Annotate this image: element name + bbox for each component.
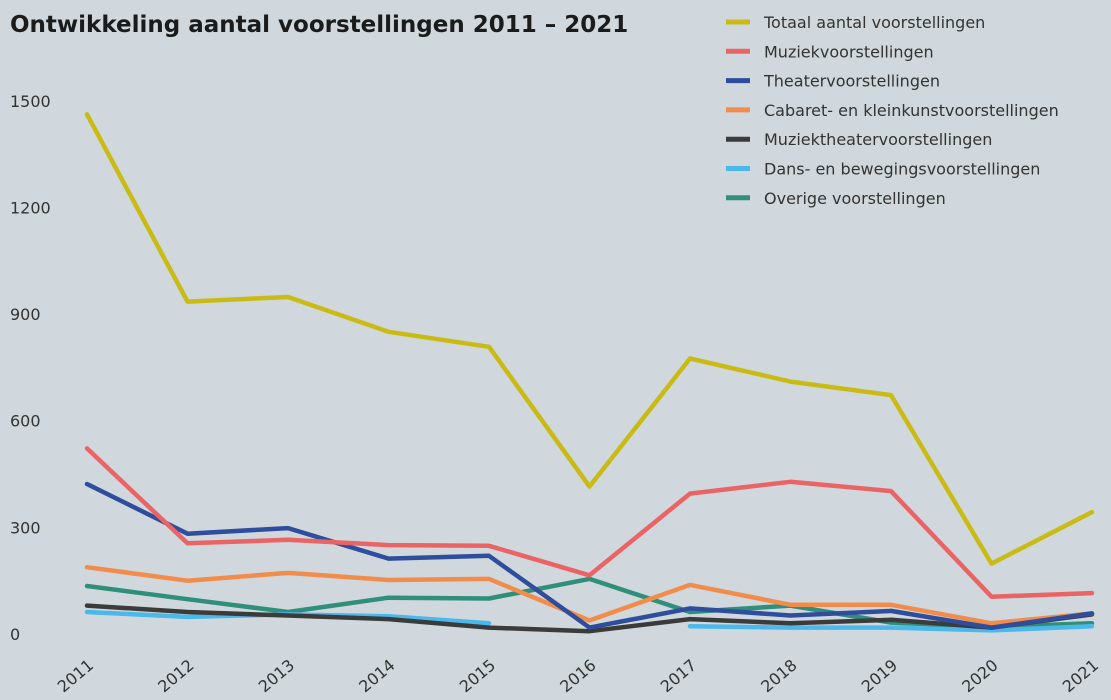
x-tick-label: 2013	[255, 655, 298, 696]
x-tick-label: 2021	[1059, 655, 1102, 696]
x-tick-label: 2020	[958, 655, 1001, 696]
series-3-line	[84, 481, 1095, 630]
x-tick-label: 2015	[456, 655, 499, 696]
chart-title: Ontwikkeling aantal voorstellingen 2011 …	[10, 12, 628, 38]
y-tick-label: 600	[10, 412, 41, 431]
series-4-line	[84, 564, 1095, 626]
legend-label: Overige voorstellingen	[764, 189, 946, 208]
legend-label: Muziekvoorstellingen	[764, 42, 934, 61]
series-line-segment	[84, 603, 1095, 634]
y-tick-label: 300	[10, 518, 41, 537]
y-tick-label: 1500	[10, 92, 51, 111]
x-tick-label: 2017	[657, 655, 700, 696]
legend-label: Cabaret- en kleinkunstvoorstellingen	[764, 101, 1059, 120]
x-tick-label: 2012	[154, 655, 197, 696]
x-tick-label: 2011	[54, 655, 97, 696]
legend-label: Totaal aantal voorstellingen	[763, 13, 985, 32]
x-tick-label: 2018	[757, 655, 800, 696]
y-tick-label: 900	[10, 305, 41, 324]
legend-label: Theatervoorstellingen	[763, 72, 940, 91]
series-line-segment	[84, 481, 1095, 630]
legend-label: Dans- en bewegingsvoorstellingen	[764, 160, 1040, 179]
x-axis-ticks: 2011 2012 2013 2014 2015 2016 2017 2018 2019 2020…	[54, 655, 1102, 696]
x-tick-label: 2019	[858, 655, 901, 696]
series-line-segment	[687, 623, 1095, 633]
y-axis-ticks: 0 300 600 900 1200 1500	[10, 92, 51, 644]
x-tick-label: 2016	[556, 655, 599, 696]
series-line-segment	[84, 564, 1095, 626]
series-line-segment	[84, 446, 1095, 599]
series-5-line	[84, 603, 1095, 634]
series-lines	[84, 112, 1095, 634]
y-tick-label: 1200	[10, 198, 51, 217]
series-1-line	[84, 112, 1095, 566]
legend-label: Muziektheatervoorstellingen	[764, 130, 992, 149]
series-line-segment	[84, 112, 1095, 566]
x-tick-label: 2014	[355, 655, 398, 696]
series-2-line	[84, 446, 1095, 599]
legend: Totaal aantal voorstellingen Muziekvoorst…	[726, 13, 1059, 208]
y-tick-label: 0	[10, 625, 20, 644]
